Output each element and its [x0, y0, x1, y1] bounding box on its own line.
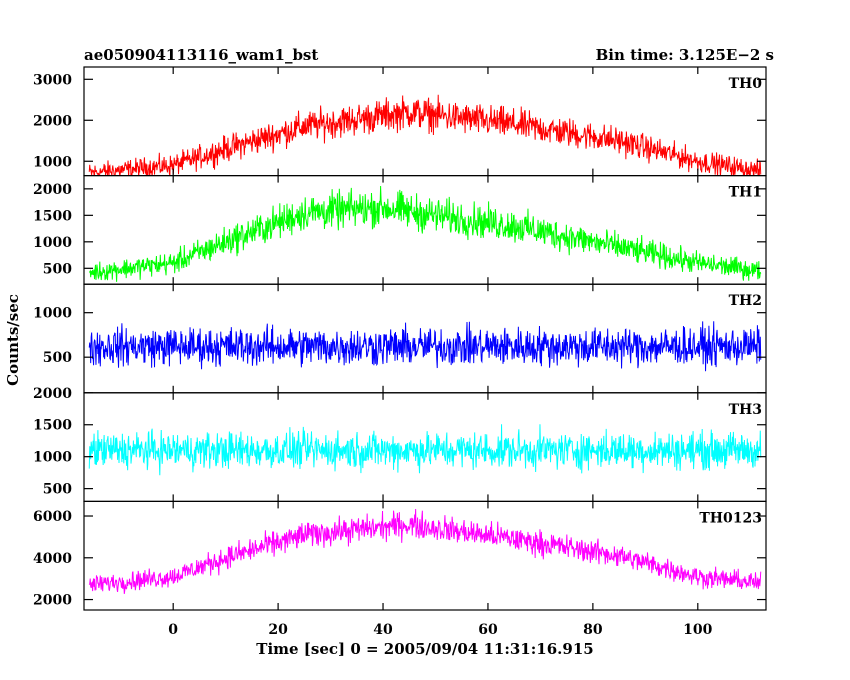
panel-frame: [83, 175, 767, 285]
y-tick-label: 1500: [33, 418, 72, 434]
y-tick-label: 4000: [33, 551, 72, 567]
series-th1: [88, 186, 762, 282]
y-tick-label: 1500: [33, 208, 72, 224]
panel-label: TH2: [729, 293, 762, 309]
series-th0: [88, 94, 762, 176]
x-tick-label: 0: [168, 622, 178, 638]
x-tick-label: 20: [268, 622, 288, 638]
panel-th2: 500 1000 TH2: [33, 283, 767, 394]
panel-th0: 1000 2000 3000 TH0: [33, 66, 767, 177]
panels: 1000 2000 3000 TH0 500 1000 1500 2000 TH1 500 1000…: [33, 66, 767, 611]
x-tick-label: 40: [373, 622, 393, 638]
y-tick-label: 500: [43, 261, 72, 277]
y-tick-label: 2000: [33, 182, 72, 198]
y-tick-label: 6000: [33, 509, 72, 525]
x-tick-label: 80: [583, 622, 603, 638]
x-axis-ticks: 0 20 40 60 80 100: [168, 622, 712, 638]
panel-label: TH1: [729, 185, 762, 201]
y-tick-label: 500: [43, 350, 72, 366]
x-tick-label: 60: [478, 622, 498, 638]
panel-th3: 500 1000 1500 2000 TH3: [33, 386, 767, 502]
panel-th1: 500 1000 1500 2000 TH1: [33, 175, 767, 285]
y-tick-label: 1000: [33, 450, 72, 466]
chart-title-left: ae050904113116_wam1_bst: [84, 46, 318, 64]
x-tick-label: 100: [683, 622, 712, 638]
y-axis-label: Counts/sec: [4, 294, 22, 386]
panel-label: TH0: [729, 76, 763, 92]
y-tick-label: 2000: [33, 113, 72, 129]
y-tick-label: 500: [43, 482, 72, 498]
series-th2: [88, 321, 762, 372]
y-tick-label: 1000: [33, 235, 72, 251]
panel-frame: [83, 500, 767, 611]
series-th3: [88, 424, 762, 476]
y-tick-label: 2000: [33, 386, 72, 402]
panel-th0123: 2000 4000 6000 TH0123: [33, 500, 767, 611]
y-tick-label: 3000: [33, 72, 72, 88]
series-th0123: [88, 508, 762, 594]
y-tick-label: 2000: [33, 593, 72, 609]
y-tick-label: 1000: [33, 306, 72, 322]
panel-label: TH3: [729, 402, 762, 418]
chart-title-right: Bin time: 3.125E−2 s: [596, 46, 774, 64]
panel-label: TH0123: [699, 510, 762, 526]
x-axis-label: Time [sec] 0 = 2005/09/04 11:31:16.915: [256, 640, 593, 658]
y-tick-label: 1000: [33, 154, 72, 170]
